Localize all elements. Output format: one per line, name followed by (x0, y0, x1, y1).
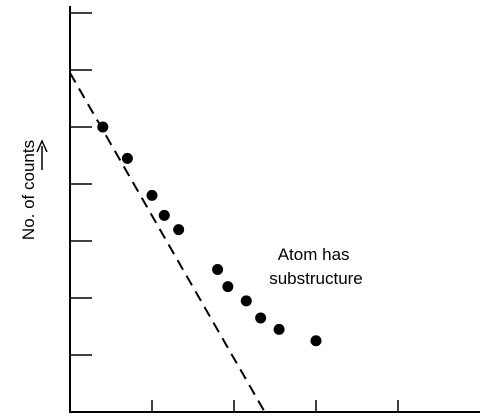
data-point-9 (255, 312, 267, 324)
data-point-6 (212, 264, 224, 275)
dashed-trend-line (69, 72, 266, 413)
up-arrow-icon (36, 139, 48, 170)
data-point-5 (173, 224, 185, 236)
data-point-4 (158, 209, 170, 221)
annotation-line-2: substructure (269, 269, 363, 288)
y-axis-title: No. of counts (19, 140, 38, 240)
data-point-1 (97, 121, 109, 133)
data-point-7 (222, 281, 234, 293)
data-point-3 (146, 189, 158, 201)
annotation-line-1: Atom has (278, 245, 350, 264)
annotation-atom-has-substructure: Atom has substructure (269, 245, 363, 288)
data-point-2 (121, 152, 133, 164)
data-point-8 (240, 295, 252, 307)
y-axis-title-group: No. of counts (19, 140, 38, 240)
data-points (97, 121, 322, 347)
data-point-10 (273, 323, 285, 335)
axes (69, 6, 480, 413)
data-point-11 (310, 335, 322, 347)
tick-marks (70, 12, 399, 412)
